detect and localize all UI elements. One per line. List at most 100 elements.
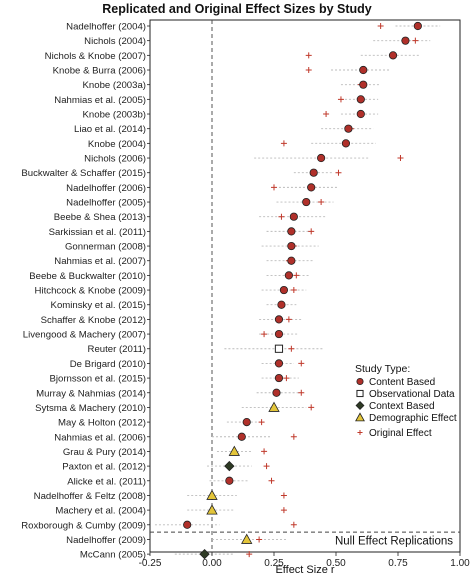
x-axis-label: Effect Size r [275, 564, 335, 576]
legend-marker-context [355, 401, 365, 410]
original-effect-point [323, 111, 330, 118]
replicated-effect-point [302, 197, 311, 207]
study-label: McCann (2005) [80, 550, 146, 561]
x-tick-label: 0.50 [326, 558, 346, 569]
legend-marker-original [357, 429, 363, 436]
replicated-effect-point [224, 460, 235, 472]
replicated-effect-point [413, 21, 422, 31]
replicated-effect-point [274, 373, 284, 383]
study-label: Nahmias et al. (2005) [54, 95, 146, 106]
original-effect-point [290, 521, 297, 528]
study-label: Alicke et al. (2011) [67, 476, 146, 487]
study-label: Knobe & Burra (2006) [53, 66, 146, 77]
plot-frame [149, 19, 461, 553]
study-label: Nadelhoffer (2005) [66, 198, 146, 209]
replicated-effect-point [388, 51, 398, 60]
study-label: Nichols (2006) [84, 154, 146, 165]
replicated-effect-point [287, 256, 296, 265]
study-label: Knobe (2003a) [83, 80, 146, 91]
original-effect-point [298, 360, 305, 367]
study-label: Kominsky et al. (2015) [51, 300, 146, 311]
replicated-effect-point [356, 95, 365, 104]
study-label: Gonnerman (2008) [65, 242, 146, 253]
legend-marker-content [356, 377, 364, 386]
replicated-effect-point [183, 520, 192, 529]
study-label: Beebe & Buckwalter (2010) [29, 271, 146, 282]
original-effect-point [290, 287, 297, 294]
original-effect-point [278, 213, 285, 220]
replicated-effect-point [206, 504, 218, 515]
original-effect-point [246, 551, 253, 558]
original-effect-point [285, 316, 292, 323]
study-label: Nadelhoffer (2004) [66, 22, 146, 33]
replicated-effect-point [287, 241, 296, 251]
study-label: Nahmias et al. (2006) [54, 432, 146, 443]
study-label: De Brigard (2010) [70, 359, 146, 370]
study-label: Nichols (2004) [84, 36, 146, 47]
replicated-effect-point [274, 344, 284, 353]
original-effect-point [263, 463, 270, 470]
original-effect-point [256, 536, 263, 543]
legend-label-observational: Observational Data [369, 389, 455, 400]
legend-marker-observational [356, 389, 364, 398]
replicated-effect-point [268, 401, 280, 412]
study-label: Knobe (2003b) [83, 110, 146, 121]
replicated-effect-point [237, 432, 246, 441]
original-effect-point [305, 52, 312, 59]
original-effect-point [283, 375, 290, 382]
original-effect-point [337, 96, 344, 103]
replicated-effect-point [274, 315, 284, 324]
x-tick-label: 0.00 [202, 558, 222, 569]
original-effect-point [280, 140, 287, 147]
replicated-effect-point [401, 36, 410, 45]
chart-title: Replicated and Original Effect Sizes by … [102, 2, 372, 16]
replicated-effect-point [359, 65, 368, 75]
study-label: Buckwalter & Schaffer (2015) [21, 168, 146, 179]
null-effect-label: Null Effect Replications [335, 535, 453, 547]
study-label: Knobe (2004) [88, 139, 146, 150]
x-tick-label: 0.75 [388, 558, 408, 569]
replicated-effect-point [242, 417, 251, 427]
original-effect-point [298, 389, 305, 396]
study-label: Hitchcock & Knobe (2009) [35, 286, 146, 297]
replicated-effect-point [287, 227, 296, 236]
original-effect-point [308, 228, 315, 235]
replicated-effect-point [274, 329, 284, 339]
study-label: Murray & Nahmias (2014) [36, 388, 146, 399]
legend-label-content: Content Based [369, 377, 435, 388]
study-label: Nadelhoffer (2009) [66, 535, 146, 546]
study-label: May & Holton (2012) [58, 418, 146, 429]
legend-label-original: Original Effect [369, 428, 432, 439]
x-tick-label: -0.25 [139, 558, 162, 569]
legend-label-demographic: Demographic Effect [369, 413, 457, 424]
original-effect-point [261, 448, 268, 455]
study-label: Livengood & Machery (2007) [23, 330, 146, 341]
original-effect-point [293, 272, 300, 279]
original-effect-point [305, 67, 312, 74]
original-effect-point [335, 169, 342, 176]
legend-title: Study Type: [355, 363, 410, 375]
study-label: Bjornsson et al. (2015) [49, 374, 146, 385]
study-label: Reuter (2011) [88, 344, 146, 355]
original-effect-point [288, 345, 295, 352]
replicated-effect-point [241, 533, 253, 544]
study-label: Liao et al. (2014) [74, 124, 146, 135]
legend-label-context: Context Based [369, 401, 435, 412]
replicated-effect-point [228, 445, 240, 456]
replicated-effect-point [317, 153, 326, 163]
original-effect-point [377, 23, 384, 29]
original-effect-point [258, 419, 265, 426]
replicated-effect-point [309, 168, 318, 177]
replicated-effect-point [341, 139, 351, 148]
replicated-effect-point [277, 300, 286, 309]
study-label: Schaffer & Knobe (2012) [41, 315, 146, 326]
original-effect-point [261, 331, 268, 338]
study-label: Roxborough & Cumby (2009) [21, 520, 146, 531]
study-label: Nadelhoffer & Feltz (2008) [34, 491, 146, 502]
replicated-effect-point [225, 476, 234, 485]
original-effect-point [280, 492, 287, 499]
study-label: Sarkissian et al. (2011) [49, 227, 146, 238]
original-effect-point [268, 477, 275, 484]
